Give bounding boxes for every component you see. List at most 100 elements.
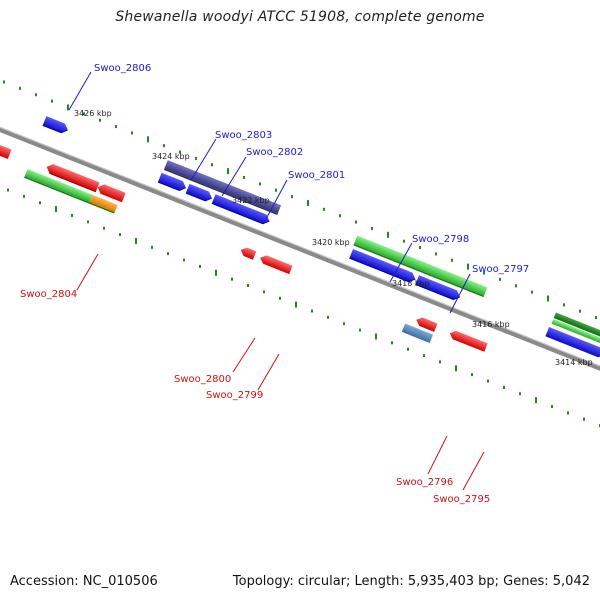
gene-label-swoo-2806: Swoo_2806 xyxy=(94,63,151,74)
minor-tick xyxy=(151,245,153,249)
scale-labels: 3426 kbp 3424 kbp 3422 kbp 3420 kbp 3418… xyxy=(74,109,593,367)
minor-tick xyxy=(263,290,265,294)
kbp-label-3424: 3424 kbp xyxy=(152,152,190,161)
minor-tick xyxy=(439,360,441,364)
gene-swoo-2800[interactable] xyxy=(239,246,257,260)
minor-tick xyxy=(71,213,73,217)
major-tick xyxy=(467,263,469,270)
gene-label-swoo-2795: Swoo_2795 xyxy=(433,494,490,505)
minor-tick xyxy=(87,220,89,224)
gene-swoo-2804[interactable] xyxy=(45,162,100,193)
gene-swoo-2801[interactable] xyxy=(211,194,271,225)
minor-tick xyxy=(23,194,25,198)
minor-tick xyxy=(179,150,181,154)
minor-tick xyxy=(119,233,121,237)
gene-forward-right-edge[interactable] xyxy=(545,326,600,359)
minor-tick xyxy=(419,246,421,250)
minor-tick xyxy=(471,373,473,377)
minor-tick xyxy=(211,163,213,167)
kbp-label-3414: 3414 kbp xyxy=(555,358,593,367)
map-title: Shewanella woodyi ATCC 51908, complete g… xyxy=(115,9,485,25)
minor-tick xyxy=(359,328,361,332)
minor-tick xyxy=(567,411,569,415)
major-tick xyxy=(147,136,149,143)
minor-tick xyxy=(39,201,41,205)
feature-dark-green-right[interactable] xyxy=(551,312,600,350)
gene-swoo-2803[interactable] xyxy=(157,172,188,193)
feature-green-block-2798[interactable] xyxy=(353,235,488,298)
minor-tick xyxy=(163,144,165,148)
minor-tick xyxy=(323,207,325,211)
gene-swoo-2806[interactable] xyxy=(42,116,70,135)
leader-lines-below xyxy=(76,253,485,491)
minor-tick xyxy=(291,195,293,199)
minor-tick xyxy=(487,379,489,383)
minor-tick xyxy=(19,86,21,90)
gene-red-left-edge[interactable] xyxy=(0,135,12,159)
major-tick xyxy=(455,365,457,372)
minor-tick xyxy=(259,182,261,186)
minor-tick xyxy=(183,258,185,262)
minor-tick xyxy=(311,309,313,313)
gene-label-swoo-2798: Swoo_2798 xyxy=(412,234,469,245)
minor-tick xyxy=(51,99,53,103)
minor-tick xyxy=(275,188,277,192)
gene-swoo-2795[interactable] xyxy=(448,329,488,352)
gene-swoo-2802[interactable] xyxy=(185,183,214,203)
major-tick xyxy=(135,237,137,244)
gene-label-swoo-2800: Swoo_2800 xyxy=(174,374,231,385)
kbp-label-3426: 3426 kbp xyxy=(74,109,112,118)
minor-tick xyxy=(403,239,405,243)
gene-swoo-2798[interactable] xyxy=(349,248,417,284)
minor-tick xyxy=(407,347,409,351)
major-tick xyxy=(55,206,57,213)
scale-ticks-top xyxy=(3,80,597,320)
minor-tick xyxy=(7,188,9,192)
minor-tick xyxy=(339,214,341,218)
minor-tick xyxy=(167,252,169,256)
gene-red-small-1[interactable] xyxy=(96,183,126,203)
gene-label-swoo-2796: Swoo_2796 xyxy=(396,477,453,488)
minor-tick xyxy=(391,341,393,345)
minor-tick xyxy=(35,93,37,97)
feature-green-block-2804[interactable] xyxy=(24,168,118,214)
major-tick xyxy=(535,397,537,404)
minor-tick xyxy=(563,303,565,307)
gene-label-swoo-2804: Swoo_2804 xyxy=(20,289,77,300)
kbp-label-3420: 3420 kbp xyxy=(312,238,350,247)
minor-tick xyxy=(423,354,425,358)
gene-label-swoo-2799: Swoo_2799 xyxy=(206,390,263,401)
minor-tick xyxy=(531,290,533,294)
minor-tick xyxy=(355,220,357,224)
minor-tick xyxy=(83,112,85,116)
major-tick xyxy=(67,104,69,111)
minor-tick xyxy=(231,277,233,281)
minor-tick xyxy=(519,392,521,396)
minor-tick xyxy=(551,404,553,408)
feature-slate-block[interactable] xyxy=(163,160,282,216)
minor-tick xyxy=(499,277,501,281)
gene-swoo-2799[interactable] xyxy=(259,254,293,275)
leader-lines-above xyxy=(68,71,471,314)
minor-tick xyxy=(103,226,105,230)
major-tick xyxy=(215,269,217,276)
kbp-label-3422: 3422 kbp xyxy=(232,196,270,205)
minor-tick xyxy=(343,322,345,326)
minor-tick xyxy=(595,316,597,320)
gene-label-swoo-2803: Swoo_2803 xyxy=(215,130,272,141)
major-tick xyxy=(227,168,229,175)
gene-label-swoo-2802: Swoo_2802 xyxy=(246,147,303,158)
scale-ticks-bottom xyxy=(7,188,600,428)
gene-label-swoo-2801: Swoo_2801 xyxy=(288,170,345,181)
feature-steel-block[interactable] xyxy=(401,323,434,343)
major-tick xyxy=(547,295,549,302)
minor-tick xyxy=(435,252,437,256)
major-tick xyxy=(295,301,297,308)
kbp-label-3416: 3416 kbp xyxy=(472,320,510,329)
minor-tick xyxy=(503,385,505,389)
gene-swoo-2796[interactable] xyxy=(415,316,438,332)
accession-text: Accession: NC_010506 xyxy=(10,574,158,589)
minor-tick xyxy=(99,118,101,122)
minor-tick xyxy=(247,284,249,288)
